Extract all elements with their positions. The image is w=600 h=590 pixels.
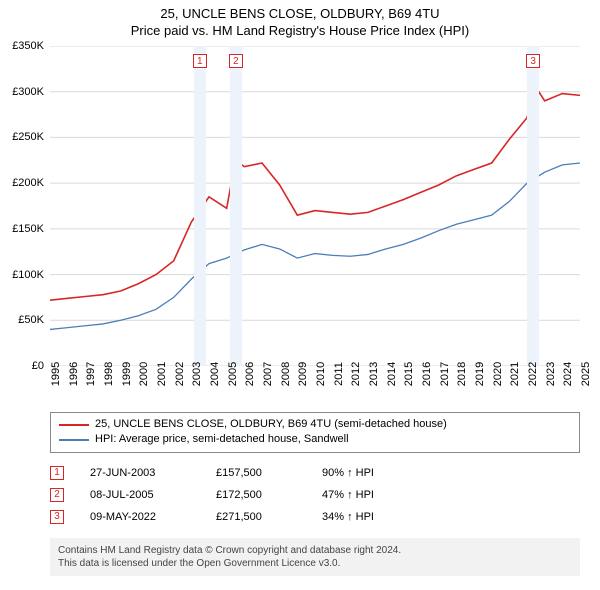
x-tick-label: 2001 — [156, 362, 168, 386]
y-tick-label: £350K — [12, 40, 44, 52]
y-tick-label: £150K — [12, 223, 44, 235]
x-tick-label: 1999 — [121, 362, 133, 386]
x-tick-label: 2002 — [174, 362, 186, 386]
chart-title: 25, UNCLE BENS CLOSE, OLDBURY, B69 4TU P… — [0, 0, 600, 40]
sale-delta: 90% ↑ HPI — [322, 462, 422, 484]
x-axis: 1995199619971998199920002001200220032004… — [50, 370, 580, 410]
sale-date: 09-MAY-2022 — [90, 506, 190, 528]
highlight-band — [194, 46, 206, 366]
y-tick-label: £50K — [18, 314, 44, 326]
x-tick-label: 2010 — [315, 362, 327, 386]
y-tick-label: £200K — [12, 177, 44, 189]
sale-marker-box: 2 — [50, 488, 64, 502]
sale-date: 08-JUL-2005 — [90, 484, 190, 506]
x-tick-label: 2023 — [545, 362, 557, 386]
x-tick-label: 2011 — [333, 362, 345, 386]
chart-marker-2: 2 — [229, 54, 243, 68]
y-tick-label: £300K — [12, 86, 44, 98]
x-tick-label: 2021 — [509, 362, 521, 386]
x-tick-label: 1995 — [50, 362, 62, 386]
sale-marker-box: 3 — [50, 510, 64, 524]
sale-row: 1 27-JUN-2003 £157,500 90% ↑ HPI — [50, 462, 580, 484]
sales-table: 1 27-JUN-2003 £157,500 90% ↑ HPI 2 08-JUL-200… — [50, 462, 580, 528]
x-tick-label: 2017 — [439, 362, 451, 386]
legend-item: HPI: Average price, semi-detached house,… — [59, 432, 571, 447]
sale-marker-box: 1 — [50, 466, 64, 480]
footer-attribution: Contains HM Land Registry data © Crown c… — [50, 538, 580, 576]
x-tick-label: 1997 — [85, 362, 97, 386]
chart-container: 25, UNCLE BENS CLOSE, OLDBURY, B69 4TU P… — [0, 0, 600, 590]
chart-marker-1: 1 — [193, 54, 207, 68]
y-tick-label: £250K — [12, 131, 44, 143]
x-tick-label: 2018 — [456, 362, 468, 386]
x-tick-label: 2015 — [403, 362, 415, 386]
legend-label: HPI: Average price, semi-detached house,… — [95, 432, 349, 447]
x-tick-label: 2012 — [350, 362, 362, 386]
x-tick-label: 2003 — [191, 362, 203, 386]
x-tick-label: 2000 — [138, 362, 150, 386]
highlight-band — [230, 46, 242, 366]
x-tick-label: 2022 — [527, 362, 539, 386]
highlight-band — [527, 46, 539, 366]
x-tick-label: 2007 — [262, 362, 274, 386]
x-tick-label: 2005 — [227, 362, 239, 386]
x-tick-label: 2019 — [474, 362, 486, 386]
legend-label: 25, UNCLE BENS CLOSE, OLDBURY, B69 4TU (… — [95, 417, 447, 432]
sale-price: £271,500 — [216, 506, 296, 528]
x-tick-label: 1996 — [68, 362, 80, 386]
chart-marker-3: 3 — [526, 54, 540, 68]
x-tick-label: 2016 — [421, 362, 433, 386]
sale-price: £172,500 — [216, 484, 296, 506]
sale-delta: 47% ↑ HPI — [322, 484, 422, 506]
x-tick-label: 2009 — [297, 362, 309, 386]
x-tick-label: 2025 — [580, 362, 592, 386]
footer-line-2: This data is licensed under the Open Gov… — [58, 557, 572, 570]
chart-svg — [50, 46, 580, 366]
y-axis: £0£50K£100K£150K£200K£250K£300K£350K — [0, 46, 48, 366]
x-tick-label: 2013 — [368, 362, 380, 386]
legend-swatch — [59, 424, 89, 426]
x-tick-label: 2004 — [209, 362, 221, 386]
x-tick-label: 2020 — [492, 362, 504, 386]
footer-line-1: Contains HM Land Registry data © Crown c… — [58, 544, 572, 557]
y-tick-label: £100K — [12, 269, 44, 281]
plot-area: 1 2 3 — [50, 46, 580, 366]
x-tick-label: 2014 — [386, 362, 398, 386]
sale-row: 3 09-MAY-2022 £271,500 34% ↑ HPI — [50, 506, 580, 528]
sale-delta: 34% ↑ HPI — [322, 506, 422, 528]
title-line-1: 25, UNCLE BENS CLOSE, OLDBURY, B69 4TU — [0, 6, 600, 23]
legend-swatch — [59, 439, 89, 441]
x-tick-label: 1998 — [103, 362, 115, 386]
x-tick-label: 2006 — [244, 362, 256, 386]
legend-item: 25, UNCLE BENS CLOSE, OLDBURY, B69 4TU (… — [59, 417, 571, 432]
sale-row: 2 08-JUL-2005 £172,500 47% ↑ HPI — [50, 484, 580, 506]
sale-price: £157,500 — [216, 462, 296, 484]
sale-date: 27-JUN-2003 — [90, 462, 190, 484]
y-tick-label: £0 — [32, 360, 44, 372]
title-line-2: Price paid vs. HM Land Registry's House … — [0, 23, 600, 40]
legend: 25, UNCLE BENS CLOSE, OLDBURY, B69 4TU (… — [50, 412, 580, 453]
x-tick-label: 2024 — [562, 362, 574, 386]
x-tick-label: 2008 — [280, 362, 292, 386]
